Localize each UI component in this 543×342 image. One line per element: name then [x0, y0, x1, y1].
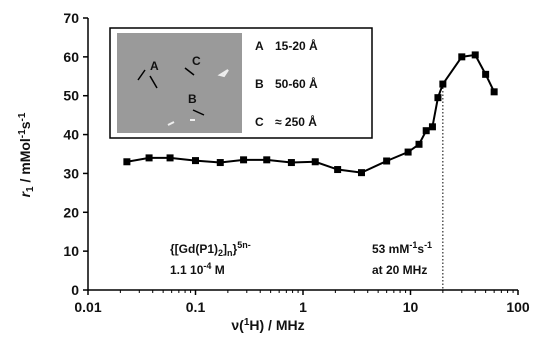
marker [263, 156, 270, 163]
y-tick-label: 0 [71, 282, 79, 298]
inset-key: A [255, 39, 264, 53]
inset-letter: C [192, 54, 201, 68]
marker [439, 81, 446, 88]
inset: A C B [110, 28, 372, 138]
y-tick-label: 20 [63, 204, 79, 220]
x-tick-label: 1 [299, 299, 307, 315]
marker [423, 127, 430, 134]
inset-key: B [255, 77, 264, 91]
x-axis-label: ν(1H) / MHz [231, 317, 304, 333]
marker [472, 51, 479, 58]
marker [429, 123, 436, 130]
y-tick-label: 40 [63, 127, 79, 143]
marker [383, 157, 390, 164]
marker [146, 154, 153, 161]
marker [288, 159, 295, 166]
inset-size: 50-60 Å [275, 76, 318, 91]
inset-size: 15-20 Å [275, 38, 318, 53]
y-tick-label: 60 [63, 49, 79, 65]
micrograph [117, 33, 242, 133]
y-tick-label: 50 [63, 88, 79, 104]
marker [491, 88, 498, 95]
inset-key: C [255, 115, 264, 129]
marker [192, 157, 199, 164]
inset-size: ≈ 250 Å [275, 114, 317, 129]
inset-letter: B [188, 92, 197, 106]
y-tick-label: 10 [63, 243, 79, 259]
x-tick-label: 0.01 [74, 299, 101, 315]
relaxivity: 53 mM-1s-1 [372, 240, 432, 256]
y-axis-label: r1 / mMol-1s-1 [17, 112, 36, 197]
marker [217, 159, 224, 166]
marker [434, 94, 441, 101]
marker [312, 158, 319, 165]
marker [334, 166, 341, 173]
marker [458, 53, 465, 60]
marker [123, 158, 130, 165]
formula: {[Gd(P1)2]n}5n- [170, 240, 251, 258]
x-tick-label: 0.1 [186, 299, 206, 315]
annotations: {[Gd(P1)2]n}5n- 1.1 10-4 M 53 mM-1s-1 at… [170, 240, 432, 277]
marker [405, 149, 412, 156]
x-tick-label: 10 [403, 299, 419, 315]
y-tick-label: 70 [63, 10, 79, 26]
marker [482, 71, 489, 78]
inset-letter: A [150, 59, 159, 73]
marker [240, 156, 247, 163]
chart: A C B {[Gd(P1)2]n}5n- 1.1 10-4 M 53 mM-1… [0, 0, 543, 337]
marker [358, 169, 365, 176]
marker [167, 154, 174, 161]
marker [416, 141, 423, 148]
field: at 20 MHz [372, 263, 427, 277]
x-tick-label: 100 [506, 299, 530, 315]
concentration: 1.1 10-4 M [170, 261, 225, 277]
y-tick-label: 30 [63, 165, 79, 181]
